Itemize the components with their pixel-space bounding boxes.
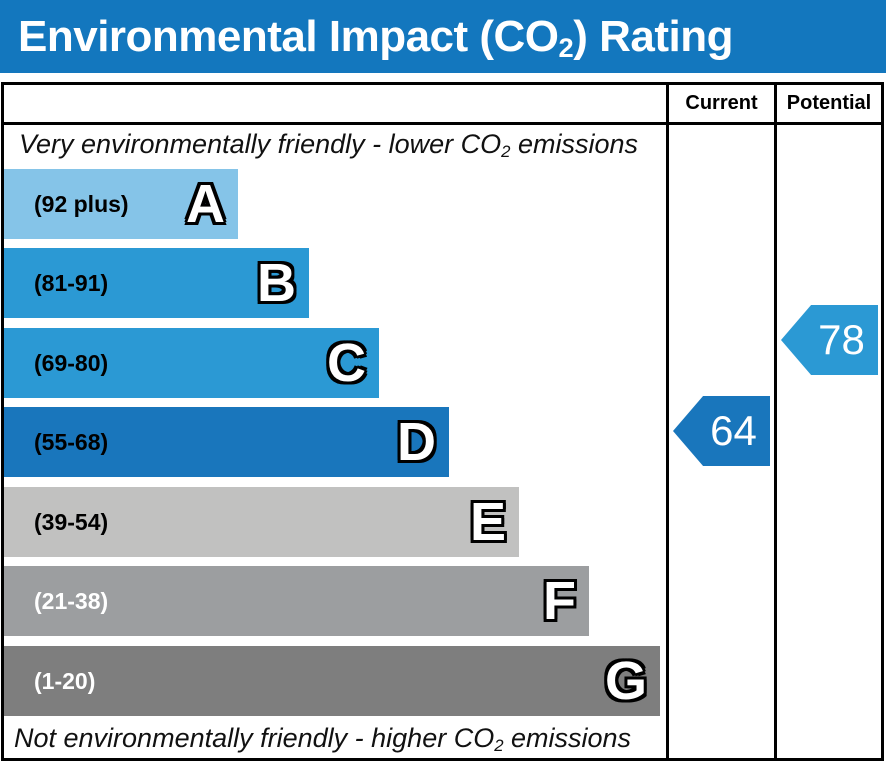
- band-row-g: (1-20) G: [4, 646, 660, 716]
- header-separator-line: [4, 122, 881, 125]
- rating-table: Current Potential Very environmentally f…: [1, 82, 884, 761]
- current-rating-value: 64: [710, 407, 757, 454]
- band-row-a: (92 plus) A: [4, 169, 238, 239]
- band-range-label: (39-54): [34, 508, 109, 535]
- band-range-label: (69-80): [34, 349, 109, 376]
- band-letter: G: [604, 651, 647, 711]
- band-range-label: (1-20): [34, 667, 96, 694]
- band-range-label: (81-91): [34, 269, 109, 296]
- bottom-note: Not environmentally friendly - higher CO…: [14, 723, 632, 755]
- band-letter: F: [543, 571, 576, 631]
- band-range-label: (21-38): [34, 587, 109, 614]
- co2-subscript: 2: [558, 31, 574, 63]
- band-row-d: (55-68) D: [4, 407, 449, 477]
- band-row-e: (39-54) E: [4, 487, 519, 557]
- current-column-header: Current: [685, 92, 758, 114]
- band-letter: C: [327, 333, 366, 393]
- band-range-label: (55-68): [34, 428, 109, 455]
- title-banner: Environmental Impact (CO2) Rating: [0, 0, 886, 73]
- band-range-label: (92 plus): [34, 190, 129, 217]
- band-row-f: (21-38) F: [4, 566, 589, 636]
- band-letter: B: [257, 253, 296, 313]
- co2-subscript: 2: [494, 735, 504, 755]
- band-letter: E: [469, 492, 506, 552]
- current-rating-marker: 64: [673, 396, 770, 466]
- band-row-c: (69-80) C: [4, 328, 379, 398]
- potential-rating-marker: 78: [781, 305, 878, 375]
- band-letter: D: [397, 412, 436, 472]
- potential-column-divider: [774, 85, 777, 758]
- potential-column-header: Potential: [786, 92, 872, 114]
- potential-rating-value: 78: [818, 316, 865, 363]
- page-title: Environmental Impact (CO2) Rating: [18, 11, 733, 63]
- band-letter: A: [186, 174, 225, 234]
- co2-subscript: 2: [501, 141, 511, 161]
- band-row-b: (81-91) B: [4, 248, 309, 318]
- current-column-divider: [666, 85, 669, 758]
- top-note: Very environmentally friendly - lower CO…: [19, 129, 639, 161]
